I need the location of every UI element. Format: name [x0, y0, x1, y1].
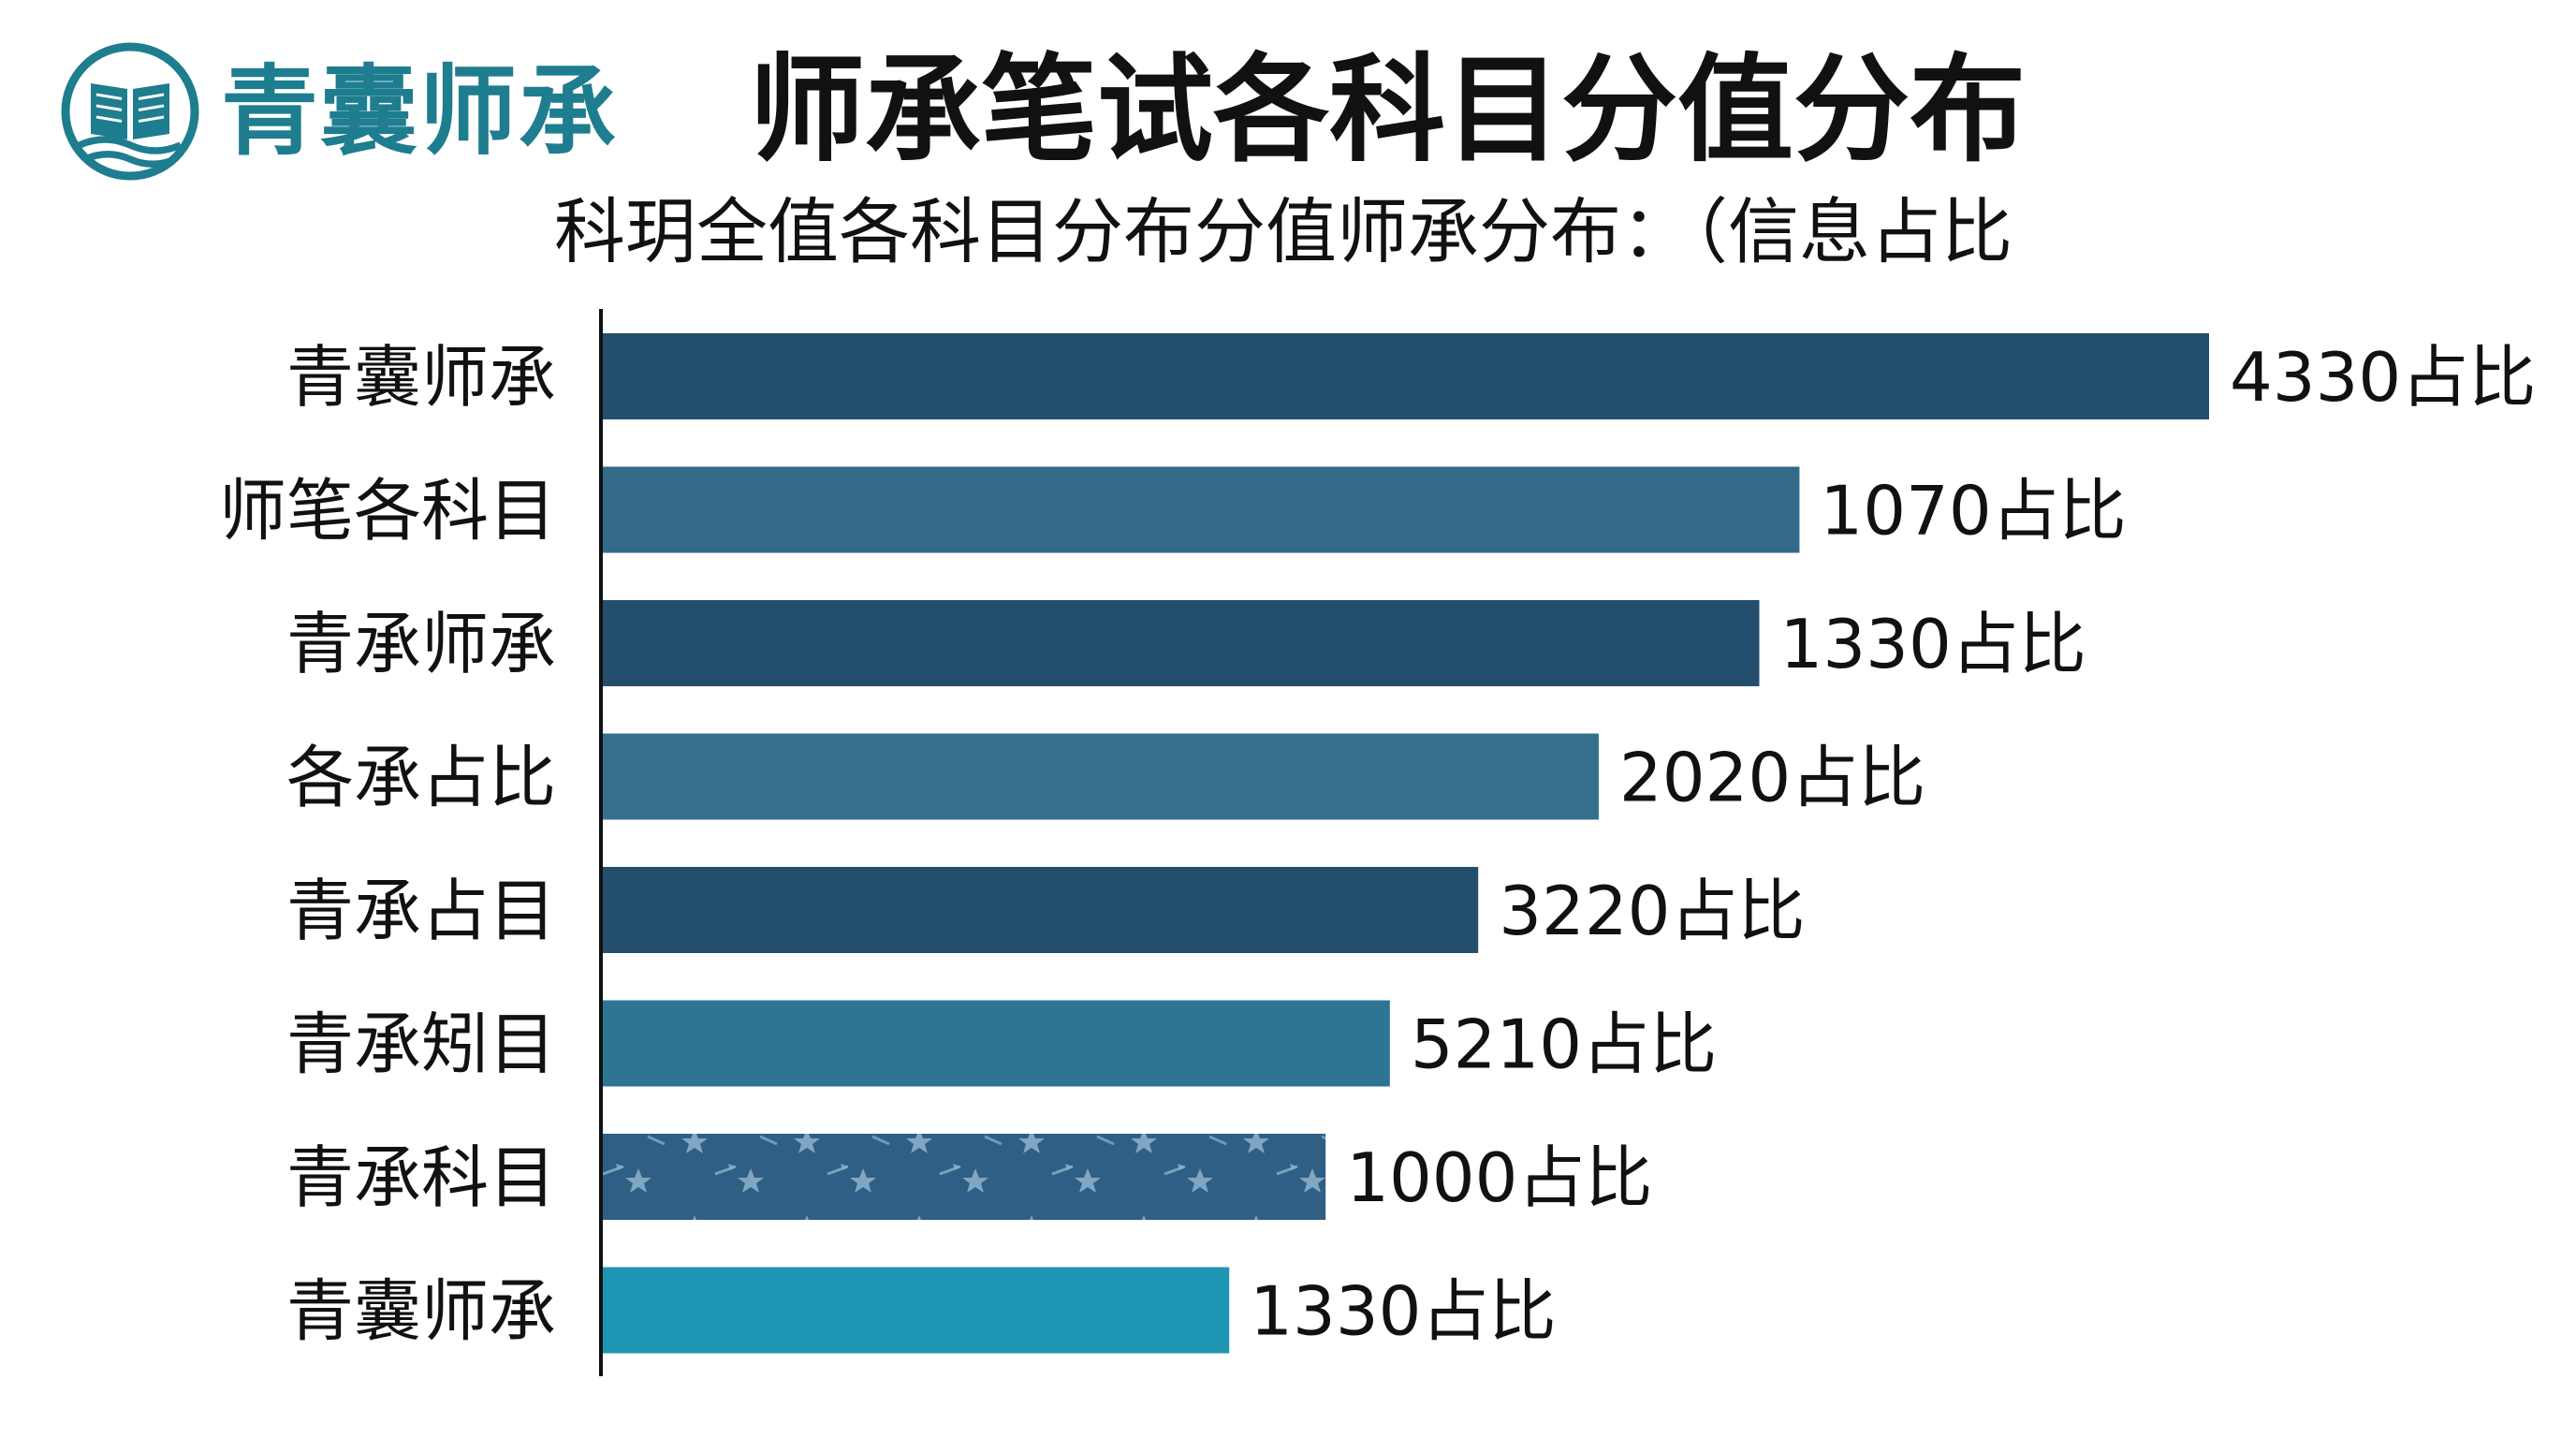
- bar: [603, 1267, 1230, 1354]
- data-label: 5210占比: [1411, 1005, 1717, 1084]
- data-label: 1330占比: [1780, 605, 2086, 683]
- data-label: 4330占比: [2230, 338, 2536, 417]
- category-label: 青承占目: [286, 872, 556, 950]
- category-label: 青囊师承: [286, 338, 556, 417]
- bar: [603, 867, 1479, 953]
- category-label: 青承师承: [286, 605, 556, 683]
- bar: [603, 333, 2209, 419]
- open-book-waves-icon: [61, 42, 199, 181]
- category-label: 青承矧目: [286, 1005, 556, 1084]
- bar: [603, 466, 1800, 553]
- data-label: 1330占比: [1250, 1272, 1556, 1351]
- chart-subtitle: 科玥全值各科目分布分值师承分布：（信息占比: [554, 190, 2012, 273]
- data-label: 1070占比: [1820, 472, 2126, 550]
- bar: [603, 600, 1760, 686]
- bar: [603, 733, 1599, 820]
- bar: [603, 1134, 1326, 1220]
- data-label: 1000占比: [1346, 1138, 1652, 1217]
- bar: [603, 1000, 1390, 1087]
- data-label: 2020占比: [1619, 739, 1925, 817]
- brand-name: 青囊师承: [221, 54, 619, 169]
- brand-logo: 青囊师承: [60, 41, 618, 182]
- chart-title: 师承笔试各科目分值分布: [749, 43, 2027, 178]
- category-label: 青囊师承: [286, 1272, 556, 1351]
- category-label: 青承科目: [286, 1138, 556, 1217]
- data-label: 3220占比: [1499, 872, 1805, 950]
- category-label: 师笔各科目: [219, 472, 556, 550]
- category-label: 各承占比: [286, 739, 556, 817]
